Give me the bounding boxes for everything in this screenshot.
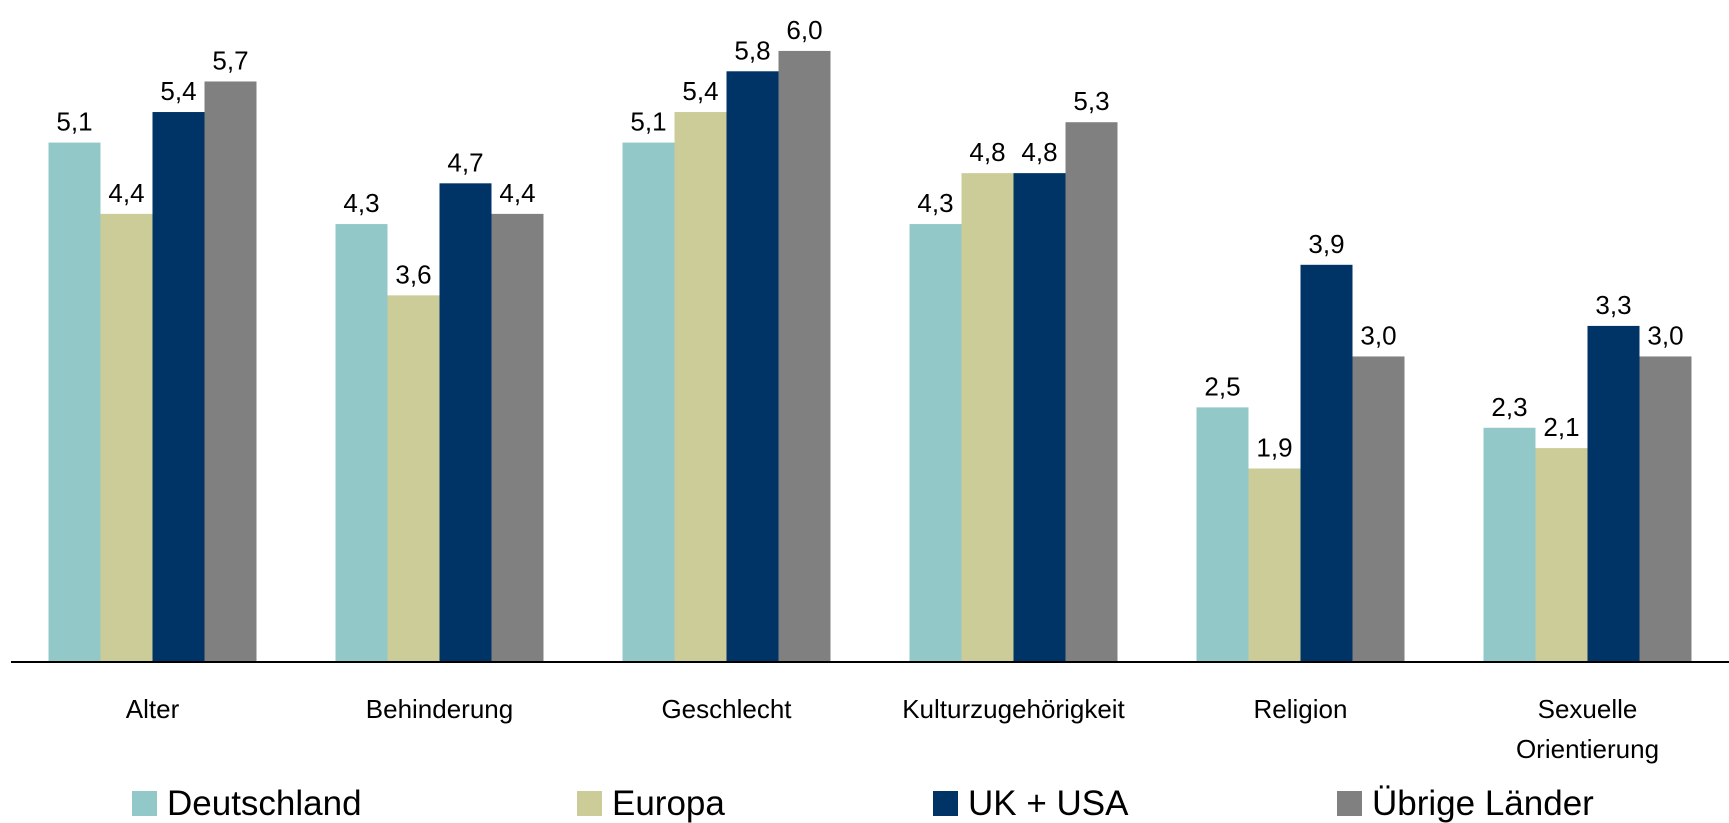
value-label: 5,1 bbox=[630, 107, 666, 137]
bar bbox=[961, 173, 1014, 662]
bar bbox=[1248, 468, 1301, 662]
legend-swatch bbox=[1337, 791, 1362, 816]
bar bbox=[674, 112, 727, 663]
value-label: 4,4 bbox=[108, 178, 144, 208]
value-label: 5,3 bbox=[1073, 86, 1109, 116]
legend-swatch bbox=[933, 791, 958, 816]
x-tick-label: Alter bbox=[125, 694, 180, 724]
legend-swatch bbox=[577, 791, 602, 816]
bar bbox=[909, 224, 962, 663]
bar bbox=[1587, 325, 1640, 662]
value-label: 2,3 bbox=[1491, 392, 1527, 422]
value-label: 5,7 bbox=[212, 45, 248, 75]
legend-label: Übrige Länder bbox=[1372, 784, 1594, 823]
bar bbox=[726, 71, 779, 663]
bar bbox=[1196, 407, 1249, 662]
legend-label: UK + USA bbox=[968, 784, 1129, 823]
bar bbox=[1639, 356, 1692, 662]
bar bbox=[1300, 264, 1353, 662]
bar bbox=[1535, 448, 1588, 662]
value-label: 3,9 bbox=[1308, 229, 1344, 259]
bar bbox=[387, 295, 440, 662]
x-tick-label: Behinderung bbox=[365, 694, 514, 724]
value-label: 4,7 bbox=[447, 147, 483, 177]
value-label: 5,8 bbox=[734, 35, 770, 65]
value-label: 4,4 bbox=[499, 178, 535, 208]
value-label: 6,0 bbox=[786, 15, 822, 45]
bar bbox=[1013, 173, 1066, 662]
bar bbox=[1352, 356, 1405, 662]
value-label: 5,4 bbox=[160, 76, 196, 106]
bar bbox=[439, 183, 492, 663]
value-label: 3,0 bbox=[1647, 320, 1683, 350]
value-label: 3,6 bbox=[395, 259, 431, 289]
x-tick-label: Religion bbox=[1253, 694, 1348, 724]
bar bbox=[152, 112, 205, 663]
value-label: 2,5 bbox=[1204, 371, 1240, 401]
value-label: 4,8 bbox=[969, 137, 1005, 167]
bar bbox=[491, 213, 544, 662]
bar bbox=[204, 81, 257, 662]
bar bbox=[335, 224, 388, 663]
bar bbox=[48, 142, 101, 663]
value-label: 4,3 bbox=[343, 188, 379, 218]
bar bbox=[622, 142, 675, 663]
bar bbox=[1483, 427, 1536, 662]
x-tick-label: Kulturzugehörigkeit bbox=[902, 694, 1125, 724]
legend-swatch bbox=[132, 791, 157, 816]
value-label: 4,3 bbox=[917, 188, 953, 218]
value-label: 4,8 bbox=[1021, 137, 1057, 167]
value-label: 5,1 bbox=[56, 107, 92, 137]
legend-label: Europa bbox=[612, 784, 725, 823]
bar bbox=[1065, 122, 1118, 662]
x-tick-label: Sexuelle Orientierung bbox=[1515, 694, 1660, 764]
legend-label: Deutschland bbox=[167, 784, 362, 823]
value-label: 5,4 bbox=[682, 76, 718, 106]
value-label: 1,9 bbox=[1256, 432, 1292, 462]
value-label: 3,0 bbox=[1360, 320, 1396, 350]
bar bbox=[778, 50, 831, 662]
x-tick-label: Geschlecht bbox=[661, 694, 792, 724]
bar bbox=[100, 213, 153, 662]
value-label: 3,3 bbox=[1595, 290, 1631, 320]
value-label: 2,1 bbox=[1543, 412, 1579, 442]
